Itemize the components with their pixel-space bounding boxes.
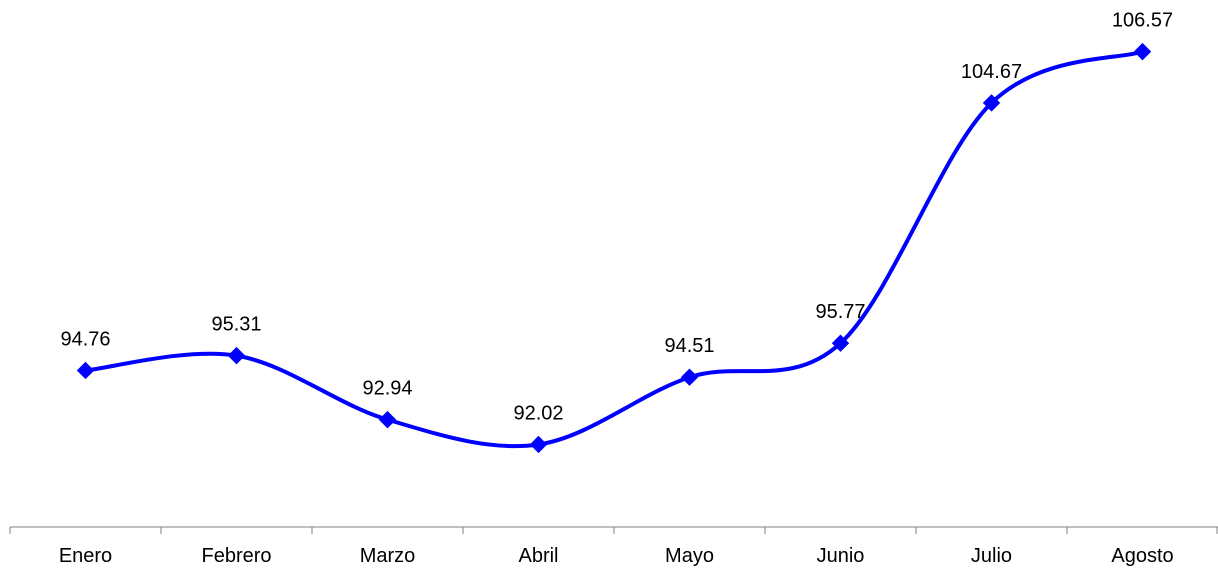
x-axis: Enero Febrero Marzo Abril Mayo Junio Julio Agos… xyxy=(9,526,1218,567)
data-point-marker xyxy=(529,435,548,454)
data-point-marker xyxy=(76,361,95,380)
data-label: 106.57 xyxy=(1112,10,1173,32)
marker-layer xyxy=(76,42,1152,454)
x-tick-label: Abril xyxy=(518,545,558,567)
x-tick-label: Marzo xyxy=(360,545,416,567)
x-tick-label: Julio xyxy=(971,545,1012,567)
data-label: 94.51 xyxy=(664,335,714,357)
data-label: 92.02 xyxy=(513,402,563,424)
data-label: 95.77 xyxy=(815,301,865,323)
x-tick-label: Febrero xyxy=(201,545,271,567)
x-tick-label: Enero xyxy=(59,545,112,567)
data-label: 92.94 xyxy=(362,378,412,400)
data-label: 94.76 xyxy=(60,328,110,350)
data-point-marker xyxy=(378,410,397,429)
data-point-marker xyxy=(680,368,699,386)
data-label: 95.31 xyxy=(211,314,261,336)
x-tick-label: Agosto xyxy=(1111,545,1173,567)
data-label-layer: 94.76 95.31 92.94 92.02 94.51 95.77 104.67 106.… xyxy=(60,10,1173,425)
data-label: 104.67 xyxy=(961,61,1022,83)
data-point-marker xyxy=(1133,42,1152,61)
data-point-marker xyxy=(831,334,850,352)
series-line-layer xyxy=(83,49,1145,449)
data-point-marker xyxy=(982,94,1001,112)
x-tick-label: Junio xyxy=(817,545,865,567)
x-tick-label: Mayo xyxy=(665,545,714,567)
data-point-marker xyxy=(227,346,246,365)
series-line xyxy=(83,49,1145,449)
